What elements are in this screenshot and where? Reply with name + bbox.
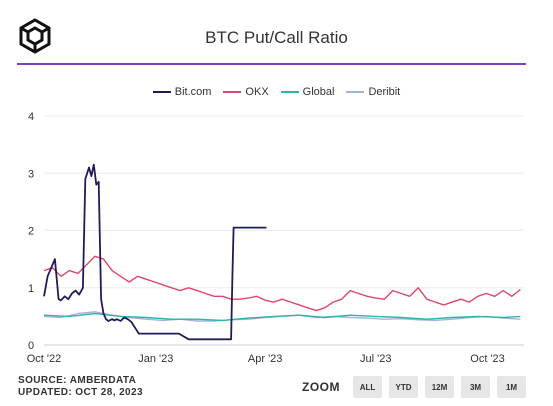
zoom-3m-button[interactable]: 3M [461, 376, 490, 398]
x-tick-label: Jan '23 [138, 353, 173, 365]
legend-label: Deribit [368, 86, 401, 98]
legend-item-okx[interactable]: OKX [223, 86, 269, 98]
chart-title: BTC Put/Call Ratio [205, 28, 348, 47]
legend-label: Bit.com [174, 86, 212, 98]
zoom-label: ZOOM [302, 380, 340, 394]
legend-item-deribit[interactable]: Deribit [346, 86, 400, 98]
legend-swatch [152, 91, 171, 93]
zoom-controls: ZOOM ALL YTD 12M 3M 1M [302, 376, 526, 398]
y-tick-label: 4 [28, 111, 34, 123]
amberdata-logo-icon [19, 18, 51, 54]
x-tick-label: Apr '23 [248, 353, 283, 365]
zoom-1m-button[interactable]: 1M [497, 376, 526, 398]
y-tick-label: 3 [28, 168, 34, 180]
legend-label: OKX [245, 86, 269, 98]
y-tick-label: 2 [28, 226, 34, 238]
y-tick-label: 0 [28, 340, 34, 352]
legend-item-bit-com[interactable]: Bit.com [152, 86, 212, 98]
title-divider [17, 63, 526, 65]
legend-swatch [223, 91, 242, 93]
source-label: SOURCE: AMBERDATA [18, 375, 137, 386]
zoom-12m-button[interactable]: 12M [425, 376, 454, 398]
zoom-ytd-button[interactable]: YTD [389, 376, 418, 398]
chart-footer: SOURCE: AMBERDATA UPDATED: OCT 28, 2023 [18, 375, 143, 399]
x-tick-label: Oct '22 [27, 353, 62, 365]
legend-swatch [346, 91, 365, 93]
updated-label: UPDATED: OCT 28, 2023 [18, 387, 143, 398]
x-tick-label: Oct '23 [470, 353, 505, 365]
legend-label: Global [302, 86, 335, 98]
legend-item-global[interactable]: Global [280, 86, 335, 98]
chart-legend: Bit.com OKX Global Deribit [0, 86, 553, 98]
zoom-all-button[interactable]: ALL [353, 376, 382, 398]
line-chart: 0 1 2 3 4 Oct '22 Jan '23 Apr '23 Jul '23 Oct '23 [27, 111, 524, 365]
legend-swatch [280, 91, 299, 93]
series-line-global [43, 312, 521, 322]
y-tick-label: 1 [28, 283, 34, 295]
x-tick-label: Jul '23 [360, 353, 391, 365]
series-line-bit-com [43, 163, 267, 341]
series-line-okx [43, 255, 521, 312]
